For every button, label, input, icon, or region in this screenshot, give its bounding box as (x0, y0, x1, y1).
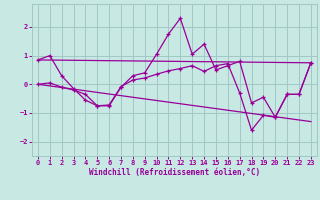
X-axis label: Windchill (Refroidissement éolien,°C): Windchill (Refroidissement éolien,°C) (89, 168, 260, 177)
